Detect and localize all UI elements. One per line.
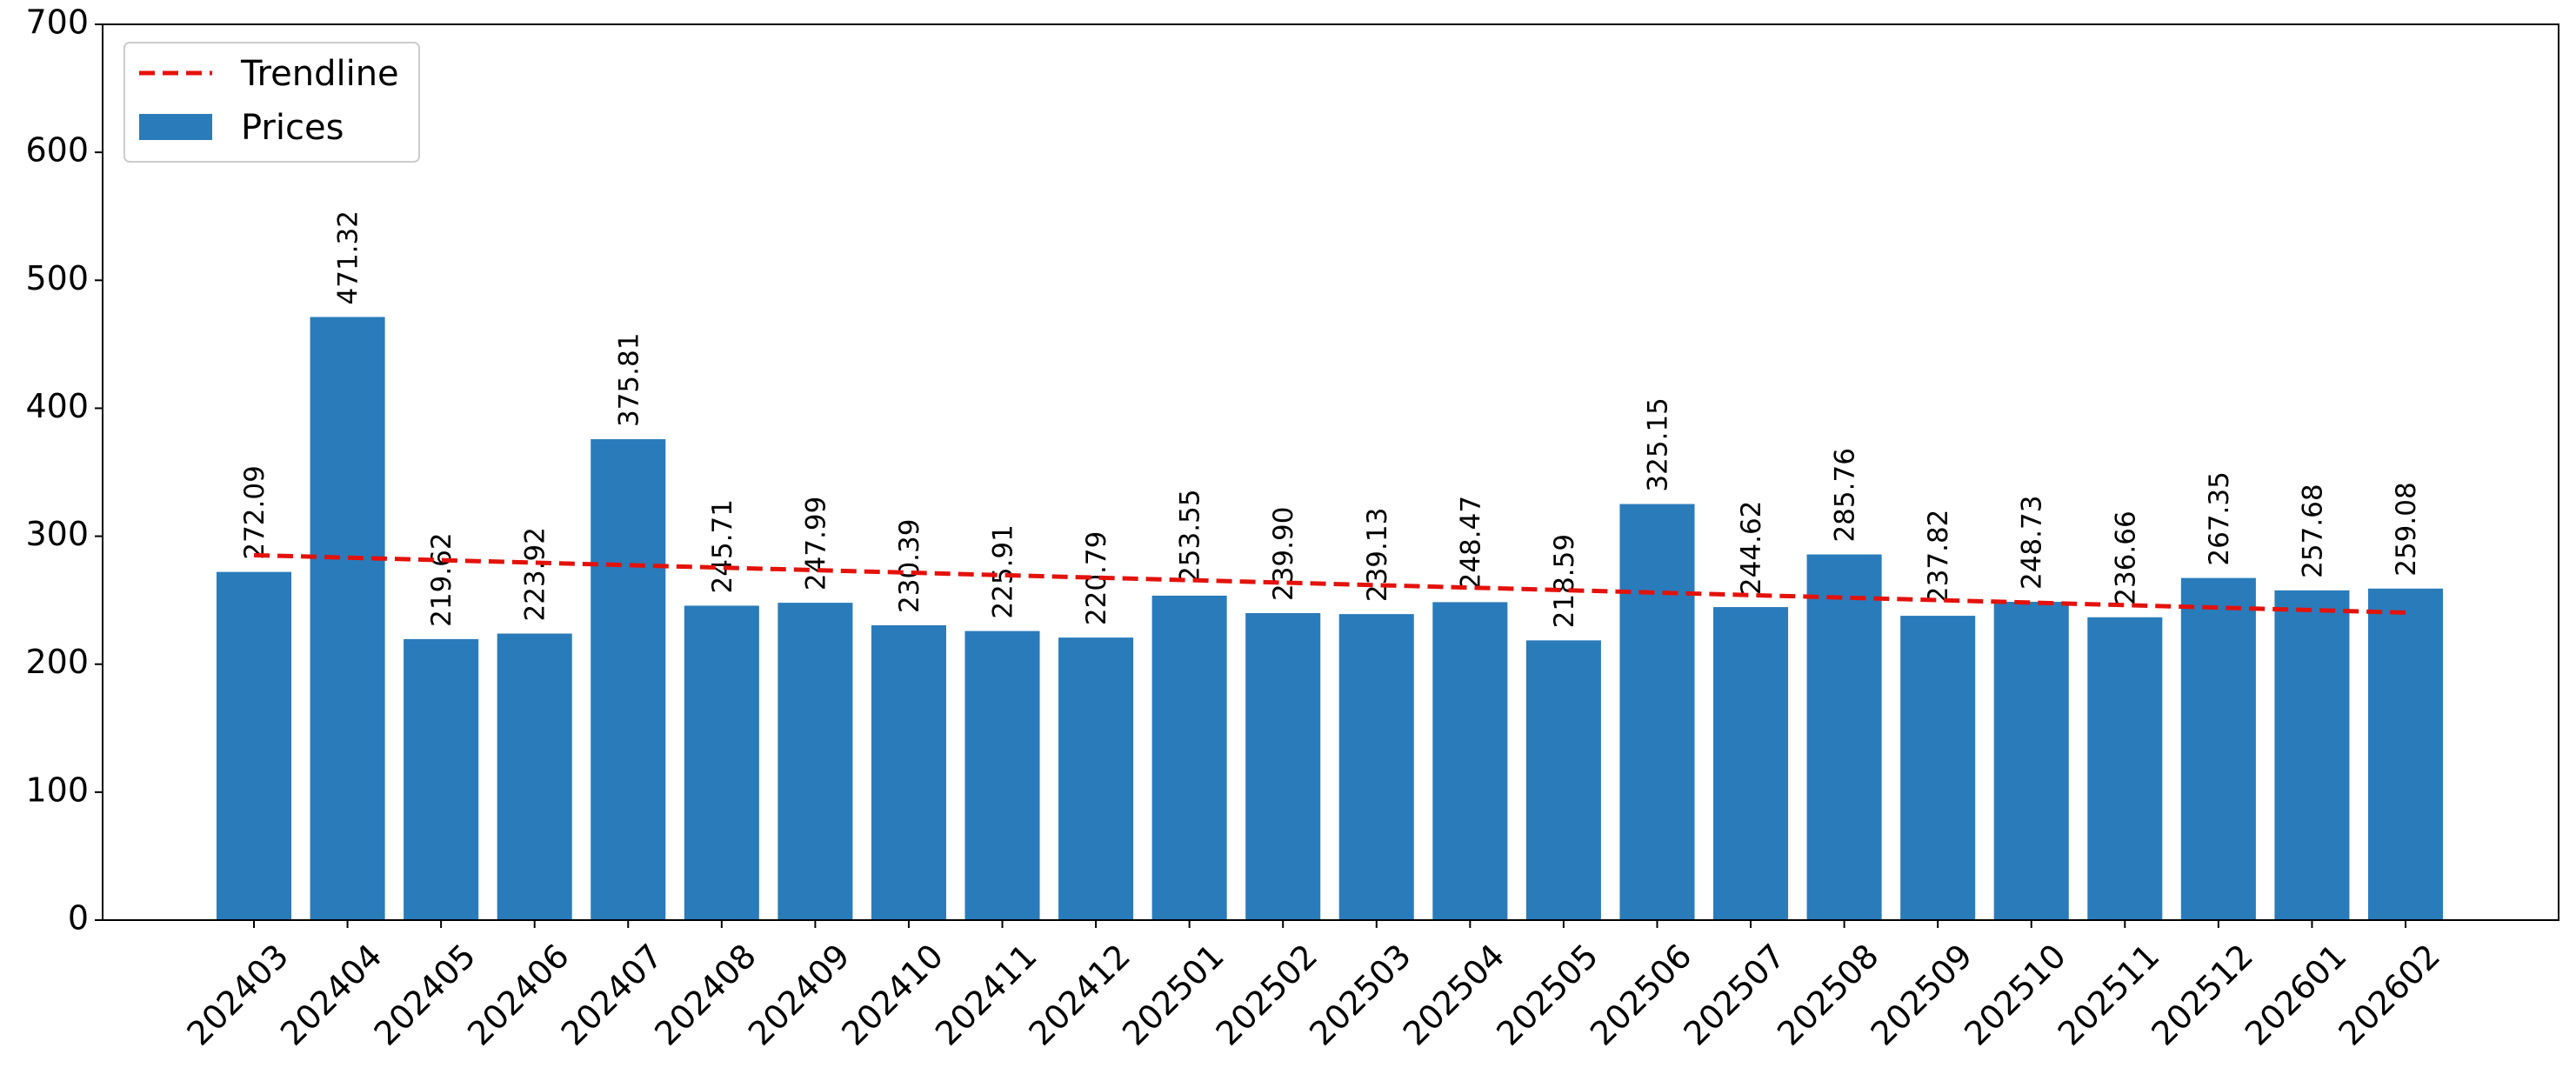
bar-202404 [310,317,385,920]
bar-value-labels: 272.09 471.32 219.62 223.92 375.81 245.71 247.… [239,210,2422,628]
x-tick-label: 202412 [1022,937,1138,1053]
x-tick-label: 202503 [1302,937,1418,1053]
x-tick-label: 202407 [554,937,671,1053]
y-tick-label: 200 [25,643,89,681]
x-tick-label: 202411 [928,937,1044,1053]
bar-value-label: 245.71 [707,499,738,593]
bars-group [216,317,2444,920]
bar-202504 [1432,602,1508,920]
bar-202508 [1806,554,1882,920]
bar-202506 [1619,504,1695,920]
bar-value-label: 248.73 [2017,496,2048,590]
x-tick-label: 202409 [741,937,858,1053]
legend: Trendline Prices [123,42,420,163]
x-tick-label: 202406 [460,937,577,1053]
bar-202502 [1245,613,1321,920]
bar-202410 [871,624,946,920]
bar-value-label: 239.13 [1362,508,1393,602]
bar-value-label: 285.76 [1830,448,1861,542]
bar-value-label: 244.62 [1736,501,1767,595]
x-tick-label: 202410 [834,937,951,1053]
bar-value-label: 267.35 [2204,471,2235,565]
x-tick-label: 202512 [2144,937,2260,1053]
x-tick-label: 202508 [1770,937,1886,1053]
bar-202408 [684,605,759,920]
x-tick-label: 202602 [2331,937,2447,1053]
bar-202601 [2274,590,2350,920]
bar-value-label: 225.91 [988,524,1019,618]
bar-202510 [1993,602,2069,920]
bar-value-label: 218.59 [1549,534,1580,628]
x-tick-label: 202502 [1209,937,1325,1053]
y-tick-label: 700 [25,3,89,42]
bar-202511 [2087,617,2163,920]
y-axis: 0 100 200 300 400 500 600 700 [25,3,103,938]
bar-value-label: 247.99 [800,497,831,591]
legend-prices-label: Prices [241,108,344,148]
y-tick-label: 400 [25,387,89,425]
bar-202507 [1713,607,1789,920]
x-tick-label: 202504 [1396,937,1512,1053]
bar-202503 [1338,614,1414,920]
bar-202501 [1151,595,1227,920]
bar-value-label: 248.47 [1455,496,1486,590]
x-tick-label: 202509 [1864,937,1980,1053]
bar-value-label: 272.09 [239,465,270,559]
x-tick-label: 202404 [273,937,390,1053]
x-tick-label: 202505 [1489,937,1605,1053]
bar-202405 [404,638,479,920]
bar-value-label: 223.92 [520,527,551,621]
x-axis: 2024032024042024052024062024072024082024… [179,920,2447,1053]
bar-value-label: 471.32 [333,210,364,304]
bar-value-label: 237.82 [1923,510,1954,604]
x-tick-label: 202511 [2051,937,2167,1053]
bar-202512 [2180,577,2256,920]
legend-prices-swatch [139,114,212,140]
x-tick-label: 202510 [1957,937,2073,1053]
legend-trendline-label: Trendline [240,54,399,94]
bar-202602 [2367,588,2444,920]
x-tick-label: 202403 [179,937,296,1053]
bar-value-label: 253.55 [1175,489,1206,583]
bar-202412 [1058,637,1134,920]
bar-202406 [497,633,572,920]
trendline [253,552,2406,615]
x-tick-label: 202501 [1115,937,1231,1053]
bar-202505 [1525,640,1601,920]
bar-value-label: 257.68 [2297,484,2328,577]
bar-value-label: 236.66 [2110,510,2141,604]
bar-value-label: 375.81 [613,333,644,427]
bar-value-label: 239.90 [1268,507,1299,601]
bar-202403 [216,571,292,920]
y-tick-label: 300 [25,515,89,553]
bar-202509 [1900,616,1976,920]
y-tick-label: 0 [68,899,89,938]
plot-area-frame [102,23,2559,921]
x-tick-label: 202601 [2238,937,2354,1053]
y-tick-label: 500 [25,259,89,297]
x-tick-label: 202405 [367,937,484,1053]
bar-value-label: 219.62 [426,532,457,626]
bar-202411 [964,631,1040,920]
y-tick-label: 100 [25,771,89,809]
bar-value-label: 325.15 [1642,397,1673,491]
x-tick-label: 202507 [1677,937,1793,1053]
bar-value-label: 259.08 [2391,482,2422,576]
bar-value-label: 230.39 [894,519,925,613]
x-tick-label: 202408 [647,937,764,1053]
bar-202409 [777,603,853,920]
y-tick-label: 600 [25,131,89,170]
x-tick-label: 202506 [1583,937,1699,1053]
bar-202407 [591,439,666,920]
